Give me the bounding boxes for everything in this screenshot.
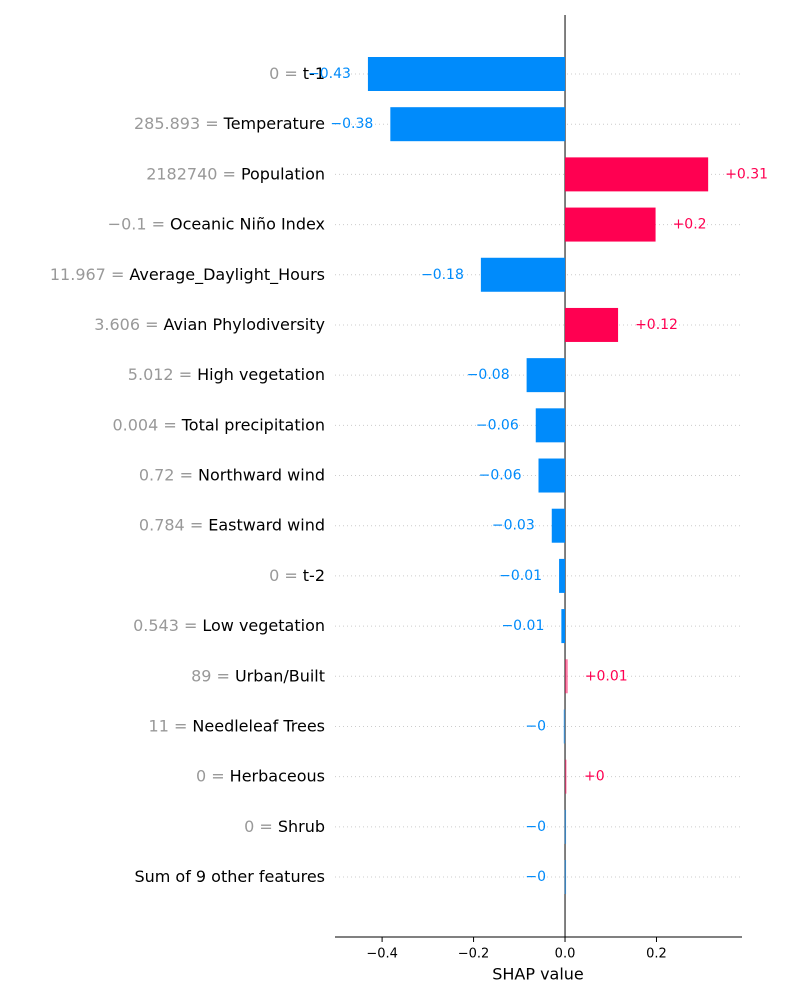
- value-label: −0.03: [492, 518, 535, 534]
- feature-label: 0.543 = Low vegetation: [133, 616, 325, 635]
- feature-value: 2182740 =: [146, 164, 236, 183]
- feature-label: 0 = Herbaceous: [196, 766, 325, 785]
- feature-value: 89 =: [191, 666, 230, 685]
- feature-name: Herbaceous: [230, 766, 325, 785]
- bar: [565, 759, 567, 794]
- feature-label: 0.784 = Eastward wind: [139, 515, 325, 534]
- feature-name: Needleleaf Trees: [192, 716, 325, 735]
- feature-name: Urban/Built: [235, 666, 325, 685]
- feature-name: Low vegetation: [202, 616, 325, 635]
- feature-value: 3.606 =: [94, 314, 158, 333]
- feature-value: 0.004 =: [112, 415, 176, 434]
- feature-value: 0 =: [269, 565, 298, 584]
- feature-value: 0.543 =: [133, 616, 197, 635]
- bar: [538, 458, 566, 493]
- feature-value: 0 =: [244, 816, 273, 835]
- feature-label: 89 = Urban/Built: [191, 666, 325, 685]
- feature-value: 11 =: [149, 716, 188, 735]
- bar: [480, 257, 566, 292]
- feature-name: Shrub: [278, 816, 325, 835]
- feature-label: 0.004 = Total precipitation: [112, 415, 325, 434]
- bar: [559, 558, 566, 593]
- feature-label: 11.967 = Average_Daylight_Hours: [50, 264, 325, 284]
- feature-name: Avian Phylodiversity: [164, 314, 325, 333]
- bar: [564, 809, 567, 844]
- bar: [565, 207, 656, 242]
- value-label: −0.06: [479, 468, 522, 484]
- bar: [565, 157, 709, 192]
- feature-label: 11 = Needleleaf Trees: [149, 716, 325, 735]
- x-axis-label: SHAP value: [492, 965, 584, 984]
- value-label: −0.01: [499, 568, 542, 584]
- feature-label: 0 = t-1: [269, 64, 325, 83]
- feature-value: −0.1 =: [108, 214, 165, 233]
- bar: [565, 307, 619, 342]
- feature-name: t-2: [303, 565, 325, 584]
- value-label: −0: [525, 819, 546, 835]
- feature-name: Northward wind: [198, 465, 325, 484]
- value-label: −0.38: [330, 116, 373, 132]
- feature-label: 3.606 = Avian Phylodiversity: [94, 314, 325, 333]
- feature-name: Oceanic Niño Index: [170, 214, 325, 233]
- feature-name: Eastward wind: [208, 515, 325, 534]
- value-label: +0.12: [635, 317, 678, 333]
- feature-label: 2182740 = Population: [146, 164, 325, 183]
- feature-name: Population: [241, 164, 325, 183]
- feature-name: High vegetation: [197, 365, 325, 384]
- bar: [390, 107, 566, 142]
- value-label: +0.31: [725, 166, 768, 182]
- feature-label: 0 = Shrub: [244, 816, 325, 835]
- value-label: −0.08: [467, 367, 510, 383]
- value-label: −0.01: [501, 618, 544, 634]
- feature-label: 5.012 = High vegetation: [128, 365, 325, 384]
- value-label: +0.2: [673, 217, 707, 233]
- value-label: −0.18: [421, 267, 464, 283]
- feature-value: 0.72 =: [139, 465, 193, 484]
- feature-name: Average_Daylight_Hours: [129, 264, 325, 284]
- feature-value: 5.012 =: [128, 365, 192, 384]
- feature-value: 0 =: [269, 64, 298, 83]
- feature-value: 0.784 =: [139, 515, 203, 534]
- feature-value: 285.893 =: [134, 114, 219, 133]
- feature-value: 11.967 =: [50, 264, 124, 283]
- value-label: −0: [525, 869, 546, 885]
- bar: [551, 508, 566, 543]
- bar: [535, 408, 566, 443]
- value-label: −0.43: [308, 66, 351, 82]
- x-tick-label: −0.4: [366, 947, 398, 962]
- feature-label: 0 = t-2: [269, 565, 325, 584]
- feature-label: −0.1 = Oceanic Niño Index: [108, 214, 325, 233]
- x-tick-label: 0.0: [555, 947, 576, 962]
- feature-name: Temperature: [223, 114, 325, 133]
- feature-value: 0 =: [196, 766, 225, 785]
- feature-label: Sum of 9 other features: [134, 867, 325, 886]
- bar: [564, 860, 567, 895]
- feature-name: Total precipitation: [181, 415, 325, 434]
- value-label: −0.06: [476, 417, 519, 433]
- feature-label: 0.72 = Northward wind: [139, 465, 325, 484]
- x-tick-label: −0.2: [458, 947, 490, 962]
- bar: [561, 609, 566, 644]
- bar: [367, 57, 566, 91]
- feature-name: Sum of 9 other features: [134, 867, 325, 886]
- bar: [526, 358, 566, 393]
- bar: [563, 709, 566, 744]
- value-label: −0: [525, 718, 546, 734]
- bar: [565, 659, 568, 694]
- value-label: +0.01: [585, 668, 628, 684]
- feature-label: 285.893 = Temperature: [134, 114, 325, 133]
- feature-name: t-1: [303, 64, 325, 83]
- x-tick-label: 0.2: [646, 947, 667, 962]
- value-label: +0: [584, 769, 605, 785]
